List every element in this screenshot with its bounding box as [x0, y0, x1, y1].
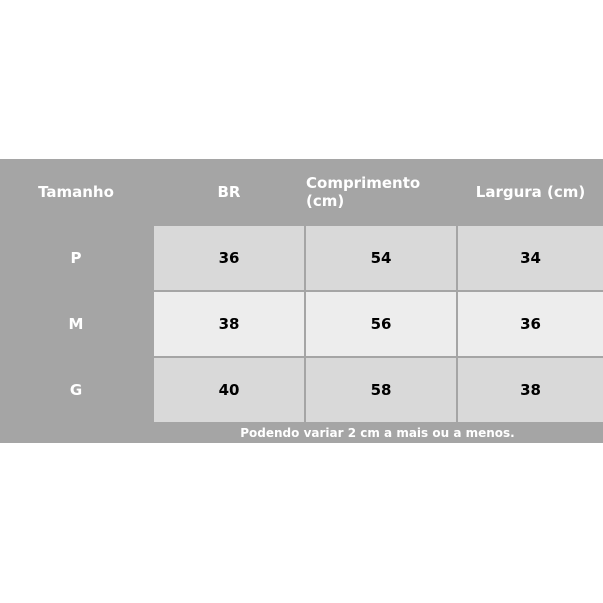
row-header: P: [0, 226, 152, 290]
row-header: G: [0, 358, 152, 422]
row-header: M: [0, 292, 152, 356]
table-cell: 36: [154, 226, 304, 290]
column-header: BR: [154, 159, 304, 224]
table-cell: 58: [306, 358, 456, 422]
table-cell: 36: [458, 292, 603, 356]
table-cell: 54: [306, 226, 456, 290]
column-header: Comprimento (cm): [306, 159, 456, 224]
table-cell: 56: [306, 292, 456, 356]
table-cell: 40: [154, 358, 304, 422]
column-header: Tamanho: [0, 159, 152, 224]
table-footnote: Podendo variar 2 cm a mais ou a menos.: [240, 425, 515, 440]
table-cell: 38: [154, 292, 304, 356]
table-cell: 38: [458, 358, 603, 422]
table-cell: 34: [458, 226, 603, 290]
column-header: Largura (cm): [458, 159, 603, 224]
